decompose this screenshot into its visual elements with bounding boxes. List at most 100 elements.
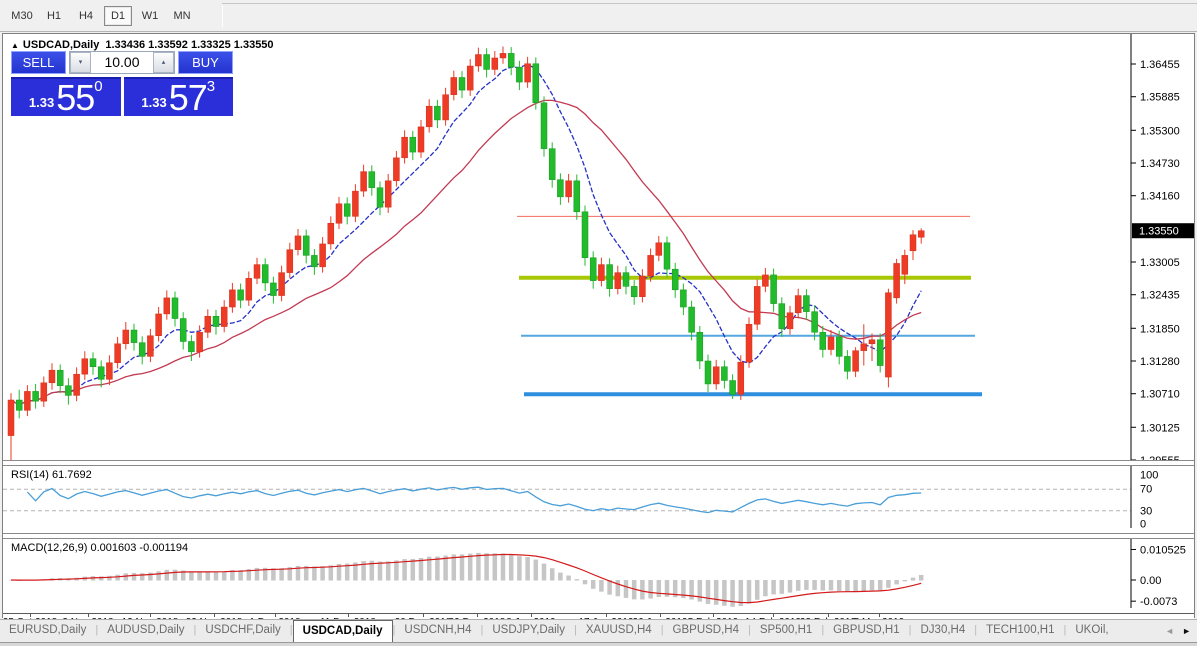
tab-eurusd-daily[interactable]: EURUSD,Daily — [9, 624, 87, 636]
timeframe-button-mn[interactable]: MN — [173, 9, 191, 22]
tab-xauusd-h4[interactable]: XAUUSD,H4 — [585, 624, 652, 636]
candle-down — [458, 77, 466, 91]
candle-up — [737, 361, 745, 395]
candle-up — [393, 157, 400, 182]
candle-up — [852, 350, 859, 372]
sell-button[interactable]: SELL — [11, 51, 66, 74]
one-click-trade-panel: SELL ▾ 10.00 ▴ BUY 1.33 55 0 1.33 — [11, 51, 233, 116]
candle-down — [138, 342, 146, 357]
sell-price-prefix: 1.33 — [28, 95, 55, 110]
rsi-tick-label: 100 — [1140, 470, 1158, 482]
candle-down — [729, 380, 736, 395]
candle-up — [712, 366, 720, 385]
candle-down — [557, 179, 564, 198]
panel-separator[interactable] — [3, 533, 1194, 539]
timeframe-toolbar: M30 H1 H4 D1 W1 MN — [0, 0, 1197, 32]
candle-up — [917, 230, 925, 238]
candle-down — [516, 66, 523, 83]
price-tick-label: 1.30710 — [1140, 389, 1180, 401]
timeframe-button-m30[interactable]: M30 — [11, 9, 33, 22]
candle-up — [220, 306, 228, 327]
candle-up — [524, 63, 531, 83]
chart-ohlc-values: 1.33436 1.33592 1.33325 1.33550 — [105, 39, 274, 51]
candle-down — [589, 257, 597, 281]
volume-decrease-button[interactable]: ▾ — [70, 52, 91, 73]
candle-up — [24, 391, 31, 411]
candle-down — [532, 63, 540, 103]
collapse-arrow-icon[interactable]: ▲ — [11, 41, 19, 50]
candle-down — [606, 264, 613, 289]
candle-down — [179, 318, 187, 342]
candle-down — [483, 54, 490, 70]
date-tick — [423, 614, 424, 617]
candle-down — [507, 53, 515, 68]
date-tick — [531, 614, 532, 617]
candle-up — [745, 324, 753, 363]
candle-up — [475, 54, 482, 67]
candle-up — [762, 274, 769, 287]
tab-usdcnh-h4[interactable]: USDCNH,H4 — [404, 624, 472, 636]
tab-usdcad-daily[interactable]: USDCAD,Daily — [292, 620, 393, 642]
tab-gbpusd-h1[interactable]: GBPUSD,H1 — [833, 624, 900, 636]
tab-usdchf-daily[interactable]: USDCHF,Daily — [205, 624, 281, 636]
sell-price-display[interactable]: 1.33 55 0 — [11, 77, 121, 116]
tab-ukoil-[interactable]: UKOil, — [1075, 624, 1109, 636]
tab-separator: | — [193, 624, 197, 636]
tab-usdjpy-daily[interactable]: USDJPY,Daily — [492, 624, 565, 636]
date-tick — [214, 614, 215, 617]
candle-up — [417, 126, 425, 153]
price-tick-label: 1.35300 — [1140, 125, 1180, 137]
date-tick — [477, 614, 478, 617]
candle-down — [581, 211, 589, 258]
candle-up — [48, 369, 56, 384]
date-tick — [275, 614, 276, 617]
tab-dj30-h4[interactable]: DJ30,H4 — [920, 624, 966, 636]
candle-up — [901, 255, 909, 275]
panel-separator[interactable] — [3, 460, 1194, 466]
tab-separator: | — [821, 624, 825, 636]
timeframe-button-h1[interactable]: H1 — [46, 9, 62, 22]
candle-up — [425, 105, 433, 128]
tab-sp500-h1[interactable]: SP500,H1 — [759, 624, 813, 636]
tab-tech100-h1[interactable]: TECH100,H1 — [986, 624, 1055, 636]
candle-down — [212, 315, 220, 327]
macd-signal-line — [10, 553, 922, 604]
candle-up — [204, 315, 212, 333]
date-tick — [828, 614, 829, 617]
macd-panel: 0.010525 0.00 -0.0073 MACD(12,26,9) 0.0016… — [3, 539, 1194, 613]
timeframe-button-w1[interactable]: W1 — [141, 9, 159, 22]
volume-input[interactable]: 10.00 — [91, 52, 153, 73]
volume-increase-button[interactable]: ▴ — [153, 52, 174, 73]
buy-button[interactable]: BUY — [178, 51, 233, 74]
candle-up — [335, 203, 343, 224]
rsi-label: RSI(14) 61.7692 — [11, 469, 92, 481]
date-tick — [150, 614, 151, 617]
candle-up — [827, 336, 835, 350]
candle-up — [466, 65, 474, 91]
tab-separator: | — [289, 624, 293, 636]
price-tick-label: 1.30125 — [1140, 422, 1180, 434]
candle-up — [73, 373, 80, 396]
scroll-right-icon[interactable]: ► — [1182, 626, 1191, 636]
candle-down — [811, 311, 818, 333]
candle-up — [860, 343, 868, 351]
candle-down — [434, 105, 441, 121]
tab-audusd-daily[interactable]: AUDUSD,Daily — [107, 624, 185, 636]
date-tick — [773, 614, 774, 617]
candle-up — [278, 272, 285, 296]
scroll-left-icon[interactable]: ◄ — [1165, 626, 1175, 636]
candle-down — [819, 332, 827, 350]
tab-gbpusd-h4[interactable]: GBPUSD,H4 — [672, 624, 740, 636]
buy-price-display[interactable]: 1.33 57 3 — [123, 77, 233, 116]
tab-separator: | — [95, 624, 99, 636]
timeframe-button-d1[interactable]: D1 — [104, 5, 132, 26]
timeframe-button-h4[interactable]: H4 — [78, 9, 94, 22]
candle-up — [114, 343, 121, 363]
tab-separator: | — [974, 624, 978, 636]
date-tick — [88, 614, 89, 617]
candle-down — [270, 282, 277, 296]
candle-up — [7, 399, 15, 436]
candle-up — [442, 94, 449, 121]
candle-up — [598, 264, 605, 281]
candle-up — [81, 358, 89, 375]
